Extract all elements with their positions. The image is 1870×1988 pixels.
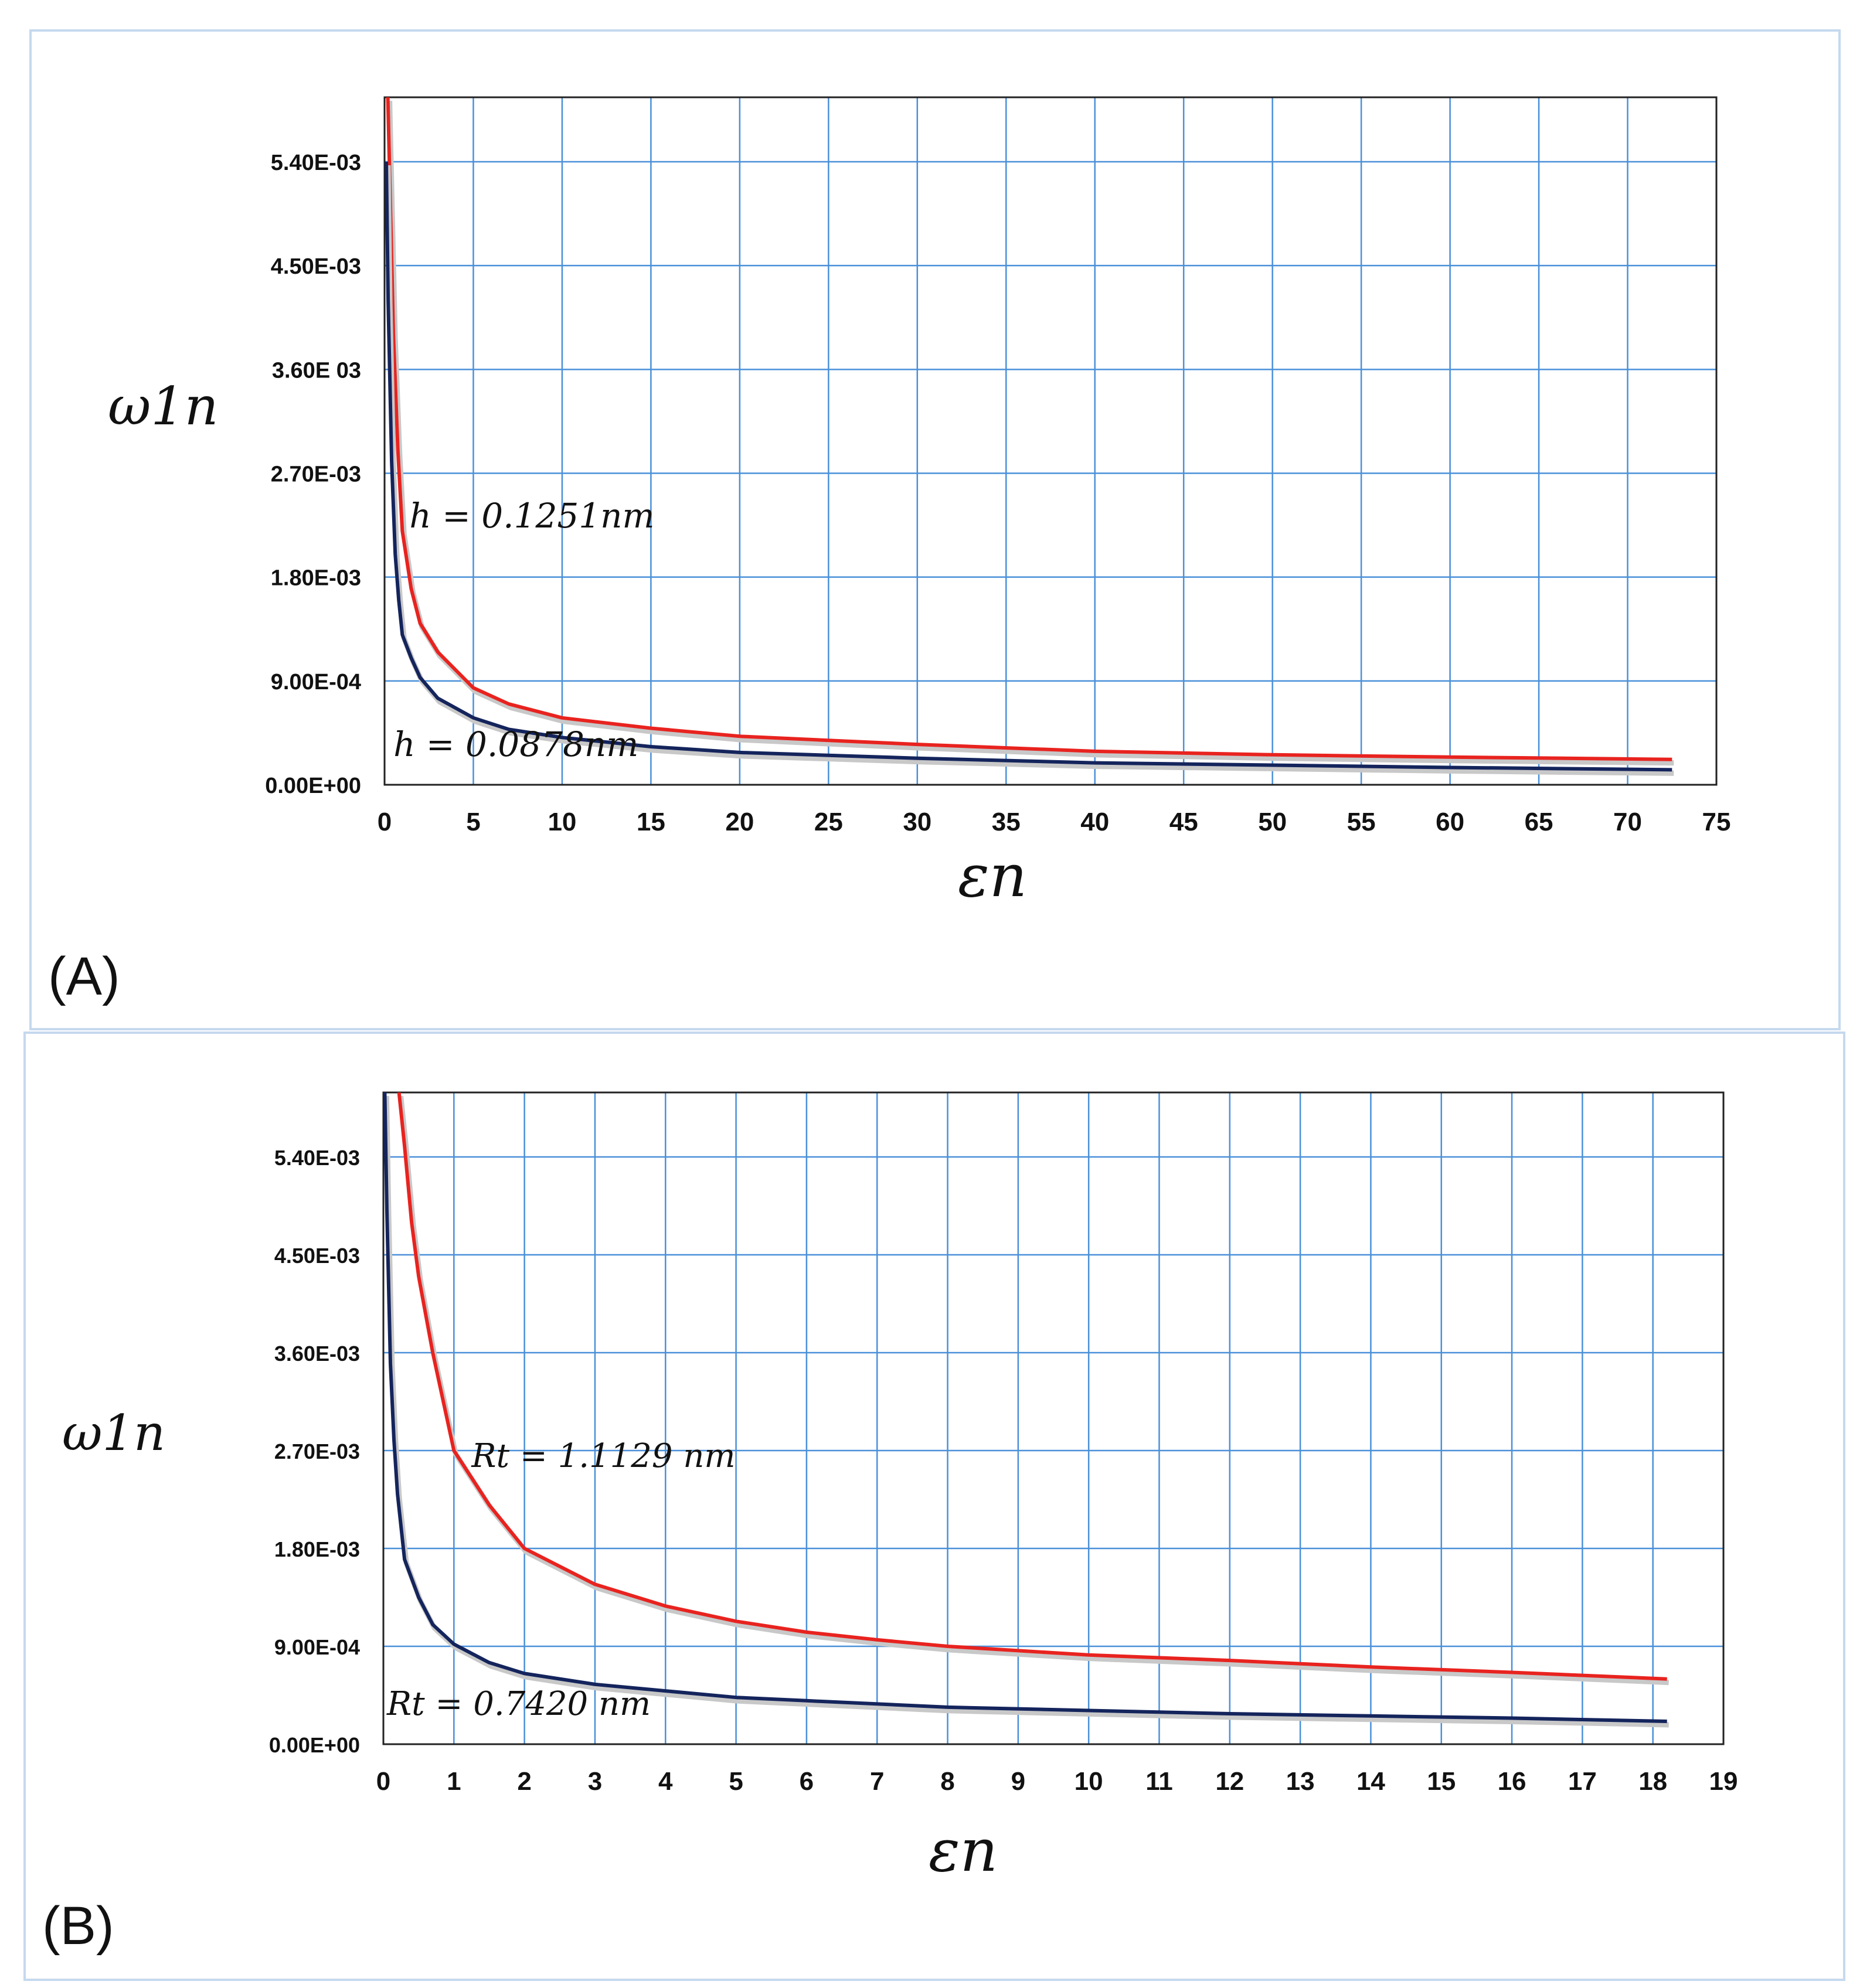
y-tick-label: 0.00E+00 (269, 1733, 360, 1757)
series-shadow (398, 1096, 1669, 1686)
series-shadow (387, 101, 1674, 766)
plot-frame (382, 1091, 1725, 1745)
x-tick-label: 25 (814, 808, 843, 836)
x-tick-label: 15 (637, 808, 665, 836)
series-shadow (385, 1096, 1669, 1728)
y-tick-label: 0.00E+00 (265, 774, 361, 798)
x-tick-label: 50 (1258, 808, 1287, 836)
y-tick-label: 4.50E-03 (271, 254, 361, 279)
y-axis-label: ω1n (62, 1404, 165, 1462)
x-tick-label: 10 (1075, 1767, 1103, 1796)
x-tick-label: 16 (1498, 1767, 1526, 1796)
x-axis-label: εn (958, 842, 1027, 910)
x-tick-label: 1 (447, 1767, 461, 1796)
x-tick-label: 60 (1436, 808, 1464, 836)
y-tick-label: 2.70E-03 (274, 1439, 360, 1463)
series-line-0 (386, 97, 1672, 761)
x-tick-label: 4 (658, 1767, 673, 1796)
x-tick-label: 5 (729, 1767, 743, 1796)
panel-b: 0 1 2 3 4 5 6 7 8 9 10 11 12 13 14 15 16 17 18 19 0.00E+00 9.… (23, 1032, 1845, 1981)
y-tick-label: 5.40E-03 (271, 151, 361, 175)
x-tick-label: 30 (903, 808, 931, 836)
x-tick-label: 0 (378, 808, 392, 836)
y-tick-label: 5.40E-03 (274, 1146, 360, 1170)
chart-a: 0 5 10 15 20 25 30 35 40 45 50 55 60 65 70 75 0.00E+00 9.… (108, 96, 1731, 910)
y-tick-label: 9.00E-04 (271, 670, 361, 695)
x-tick-label: 75 (1702, 808, 1731, 836)
x-axis-label: εn (929, 1816, 998, 1885)
curve-annotation-1: Rt = 0.7420 nm (386, 1685, 651, 1723)
x-tick-label: 17 (1568, 1767, 1597, 1796)
series-line-1 (385, 161, 1672, 772)
y-axis-label: ω1n (108, 376, 219, 437)
panel-label-a: (A) (48, 947, 120, 1006)
x-tick-label: 55 (1347, 808, 1376, 836)
y-tick-label: 3.60E-03 (274, 1342, 360, 1366)
y-tick-label: 9.00E-04 (274, 1635, 360, 1659)
x-tick-label: 13 (1286, 1767, 1315, 1796)
y-tick-label: 2.70E-03 (271, 462, 361, 487)
y-tick-label: 4.50E-03 (274, 1244, 360, 1268)
x-tick-label: 15 (1427, 1767, 1456, 1796)
panel-a: 0 5 10 15 20 25 30 35 40 45 50 55 60 65 70 75 0.00E+00 9.… (29, 29, 1841, 1030)
x-tick-label: 5 (466, 808, 480, 836)
x-tick-label: 2 (517, 1767, 531, 1796)
y-tick-label: 3.60E 03 (272, 358, 361, 383)
x-tick-label: 12 (1215, 1767, 1244, 1796)
chart-b: 0 1 2 3 4 5 6 7 8 9 10 11 12 13 14 15 16 17 18 190.00E+009.… (62, 1091, 1738, 1885)
plot-frame (383, 96, 1718, 786)
y-tick-label: 1.80E-03 (274, 1537, 360, 1561)
series-shadow (386, 165, 1674, 776)
x-tick-label: 3 (588, 1767, 602, 1796)
x-tick-label: 14 (1356, 1767, 1385, 1796)
y-tick-label: 1.80E-03 (271, 566, 361, 591)
curve-annotation-1: h = 0.0878nm (393, 724, 638, 764)
curve-annotation-0: Rt = 1.1129 nm (471, 1437, 735, 1475)
x-tick-label: 70 (1613, 808, 1642, 836)
x-tick-label: 18 (1638, 1767, 1667, 1796)
panel-label-b: (B) (42, 1896, 114, 1956)
curve-annotation-0: h = 0.1251nm (409, 496, 654, 536)
x-tick-label: 8 (940, 1767, 954, 1796)
x-tick-label: 11 (1145, 1767, 1173, 1796)
x-tick-label: 40 (1080, 808, 1109, 836)
x-tick-label: 65 (1525, 808, 1553, 836)
x-tick-label: 10 (548, 808, 576, 836)
x-tick-label: 45 (1169, 808, 1198, 836)
x-tick-label: 9 (1011, 1767, 1025, 1796)
x-tick-label: 6 (800, 1767, 814, 1796)
x-tick-label: 19 (1709, 1767, 1738, 1796)
series-line-0 (397, 1092, 1667, 1681)
x-tick-label: 0 (376, 1767, 390, 1796)
x-tick-label: 7 (870, 1767, 884, 1796)
x-tick-label: 20 (725, 808, 754, 836)
x-tick-label: 35 (992, 808, 1021, 836)
series-line-1 (383, 1092, 1667, 1723)
